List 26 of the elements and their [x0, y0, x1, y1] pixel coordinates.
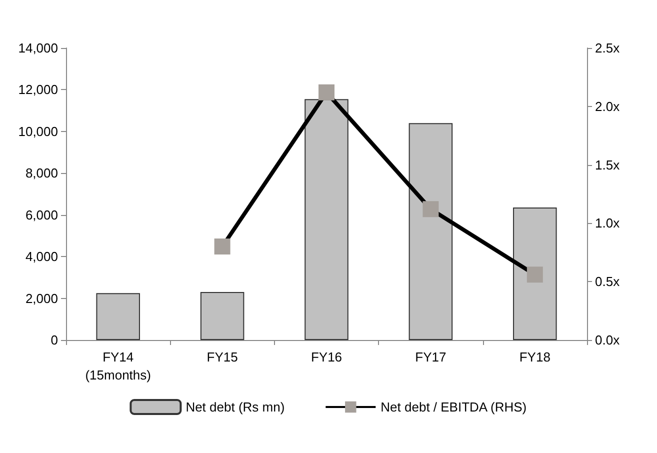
x-tick-label: FY14 (15months)	[85, 350, 151, 382]
y2-tick-label: 1.0x	[595, 216, 620, 231]
y2-tick-label: 2.0x	[595, 98, 620, 114]
bar	[513, 208, 557, 340]
y-tick-label: 4,000	[25, 249, 58, 264]
bar	[408, 123, 453, 340]
y2-tick-label: 1.5x	[595, 157, 620, 172]
y-tick-label: 6,000	[25, 207, 58, 222]
y2-tick-label: 2.5x	[595, 40, 620, 56]
y-tick-label: 14,000	[18, 40, 58, 56]
bar	[200, 292, 244, 340]
y2-tick-label: 0.0x	[595, 332, 620, 348]
y-tick-label: 8,000	[25, 166, 58, 181]
y-tick-label: 12,000	[18, 82, 58, 98]
legend-label: Net debt / EBITDA (RHS)	[380, 400, 527, 414]
x-tick-label: FY17	[415, 350, 446, 364]
x-tick-label: FY18	[519, 350, 550, 364]
bar	[304, 99, 348, 340]
y-tick-label: 10,000	[18, 124, 58, 139]
bar	[96, 293, 140, 340]
y2-tick-label: 0.5x	[595, 274, 620, 290]
legend-label: Net debt (Rs mn)	[186, 400, 285, 414]
x-tick-label: FY16	[310, 350, 342, 364]
y-tick-label: 2,000	[25, 290, 58, 306]
y-tick-label: 0	[50, 332, 58, 348]
x-tick-label: FY15	[206, 350, 238, 364]
